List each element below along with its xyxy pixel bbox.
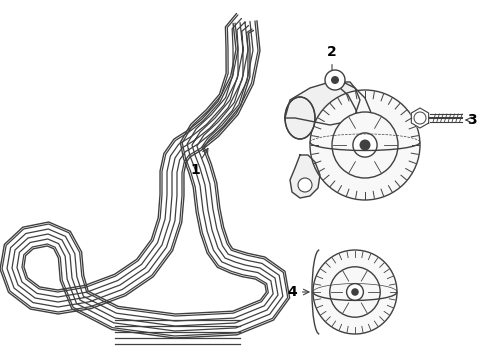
Circle shape: [350, 288, 358, 296]
Circle shape: [330, 76, 338, 84]
Circle shape: [309, 90, 419, 200]
Text: 2: 2: [326, 45, 336, 78]
Text: 1: 1: [190, 148, 207, 177]
Circle shape: [359, 140, 370, 150]
Circle shape: [312, 250, 396, 334]
Polygon shape: [339, 83, 374, 148]
Circle shape: [329, 267, 380, 317]
Circle shape: [352, 133, 376, 157]
Ellipse shape: [285, 97, 314, 139]
Polygon shape: [285, 82, 359, 125]
Circle shape: [297, 178, 311, 192]
Circle shape: [331, 112, 397, 178]
Polygon shape: [410, 108, 428, 128]
Polygon shape: [289, 155, 319, 198]
Text: 3: 3: [466, 113, 476, 127]
Text: 4: 4: [286, 285, 308, 299]
Circle shape: [325, 70, 345, 90]
Circle shape: [346, 284, 363, 300]
